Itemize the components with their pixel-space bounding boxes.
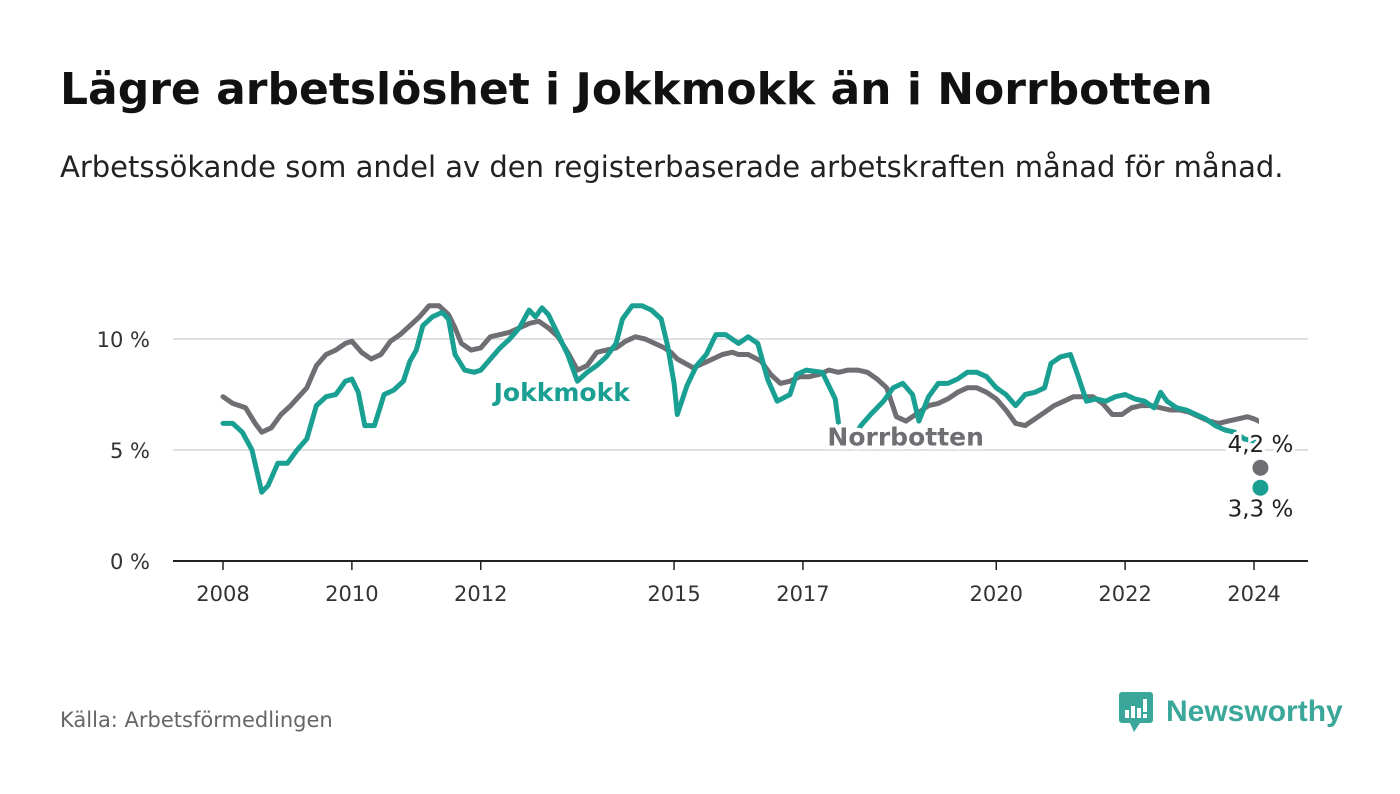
x-tick-label: 2024 xyxy=(1227,582,1280,606)
series-labels: 4,2 % 3,3 % Jokkmokk Norrbotten xyxy=(488,374,1297,526)
y-axis-ticks: 0 % 5 % 10 % xyxy=(97,328,150,574)
newsworthy-logo-text: Newsworthy xyxy=(1166,695,1343,728)
newsworthy-logo-icon xyxy=(1119,692,1153,732)
x-axis-ticks: 2008 2010 2012 2015 2017 2020 2022 2024 xyxy=(196,561,1281,606)
x-tick-label: 2017 xyxy=(776,582,829,606)
jokkmokk-line xyxy=(220,303,1259,495)
newsworthy-logo[interactable]: Newsworthy xyxy=(1118,690,1343,734)
y-tick-label: 10 % xyxy=(97,328,150,352)
jokkmokk-series-label: Jokkmokk xyxy=(492,378,632,407)
norrbotten-end-marker xyxy=(1252,459,1269,476)
norrbotten-line xyxy=(220,303,1259,435)
norrbotten-end-label: 4,2 % xyxy=(1228,432,1294,458)
norrbotten-series-label: Norrbotten xyxy=(827,423,983,452)
x-tick-label: 2012 xyxy=(454,582,507,606)
x-tick-label: 2015 xyxy=(647,582,700,606)
series-lines xyxy=(220,303,1259,495)
x-tick-label: 2008 xyxy=(196,582,249,606)
jokkmokk-end-label: 3,3 % xyxy=(1228,497,1294,523)
chart-subtitle: Arbetssökande som andel av den registerb… xyxy=(60,150,1284,184)
y-tick-label: 5 % xyxy=(110,439,150,463)
x-tick-label: 2020 xyxy=(970,582,1023,606)
x-tick-label: 2010 xyxy=(325,582,378,606)
chart-title: Lägre arbetslöshet i Jokkmokk än i Norrb… xyxy=(60,64,1213,115)
grid-lines xyxy=(173,338,1308,562)
jokkmokk-end-marker xyxy=(1252,479,1269,496)
source-note: Källa: Arbetsförmedlingen xyxy=(60,708,333,732)
x-tick-label: 2022 xyxy=(1098,582,1151,606)
y-tick-label: 0 % xyxy=(110,550,150,574)
